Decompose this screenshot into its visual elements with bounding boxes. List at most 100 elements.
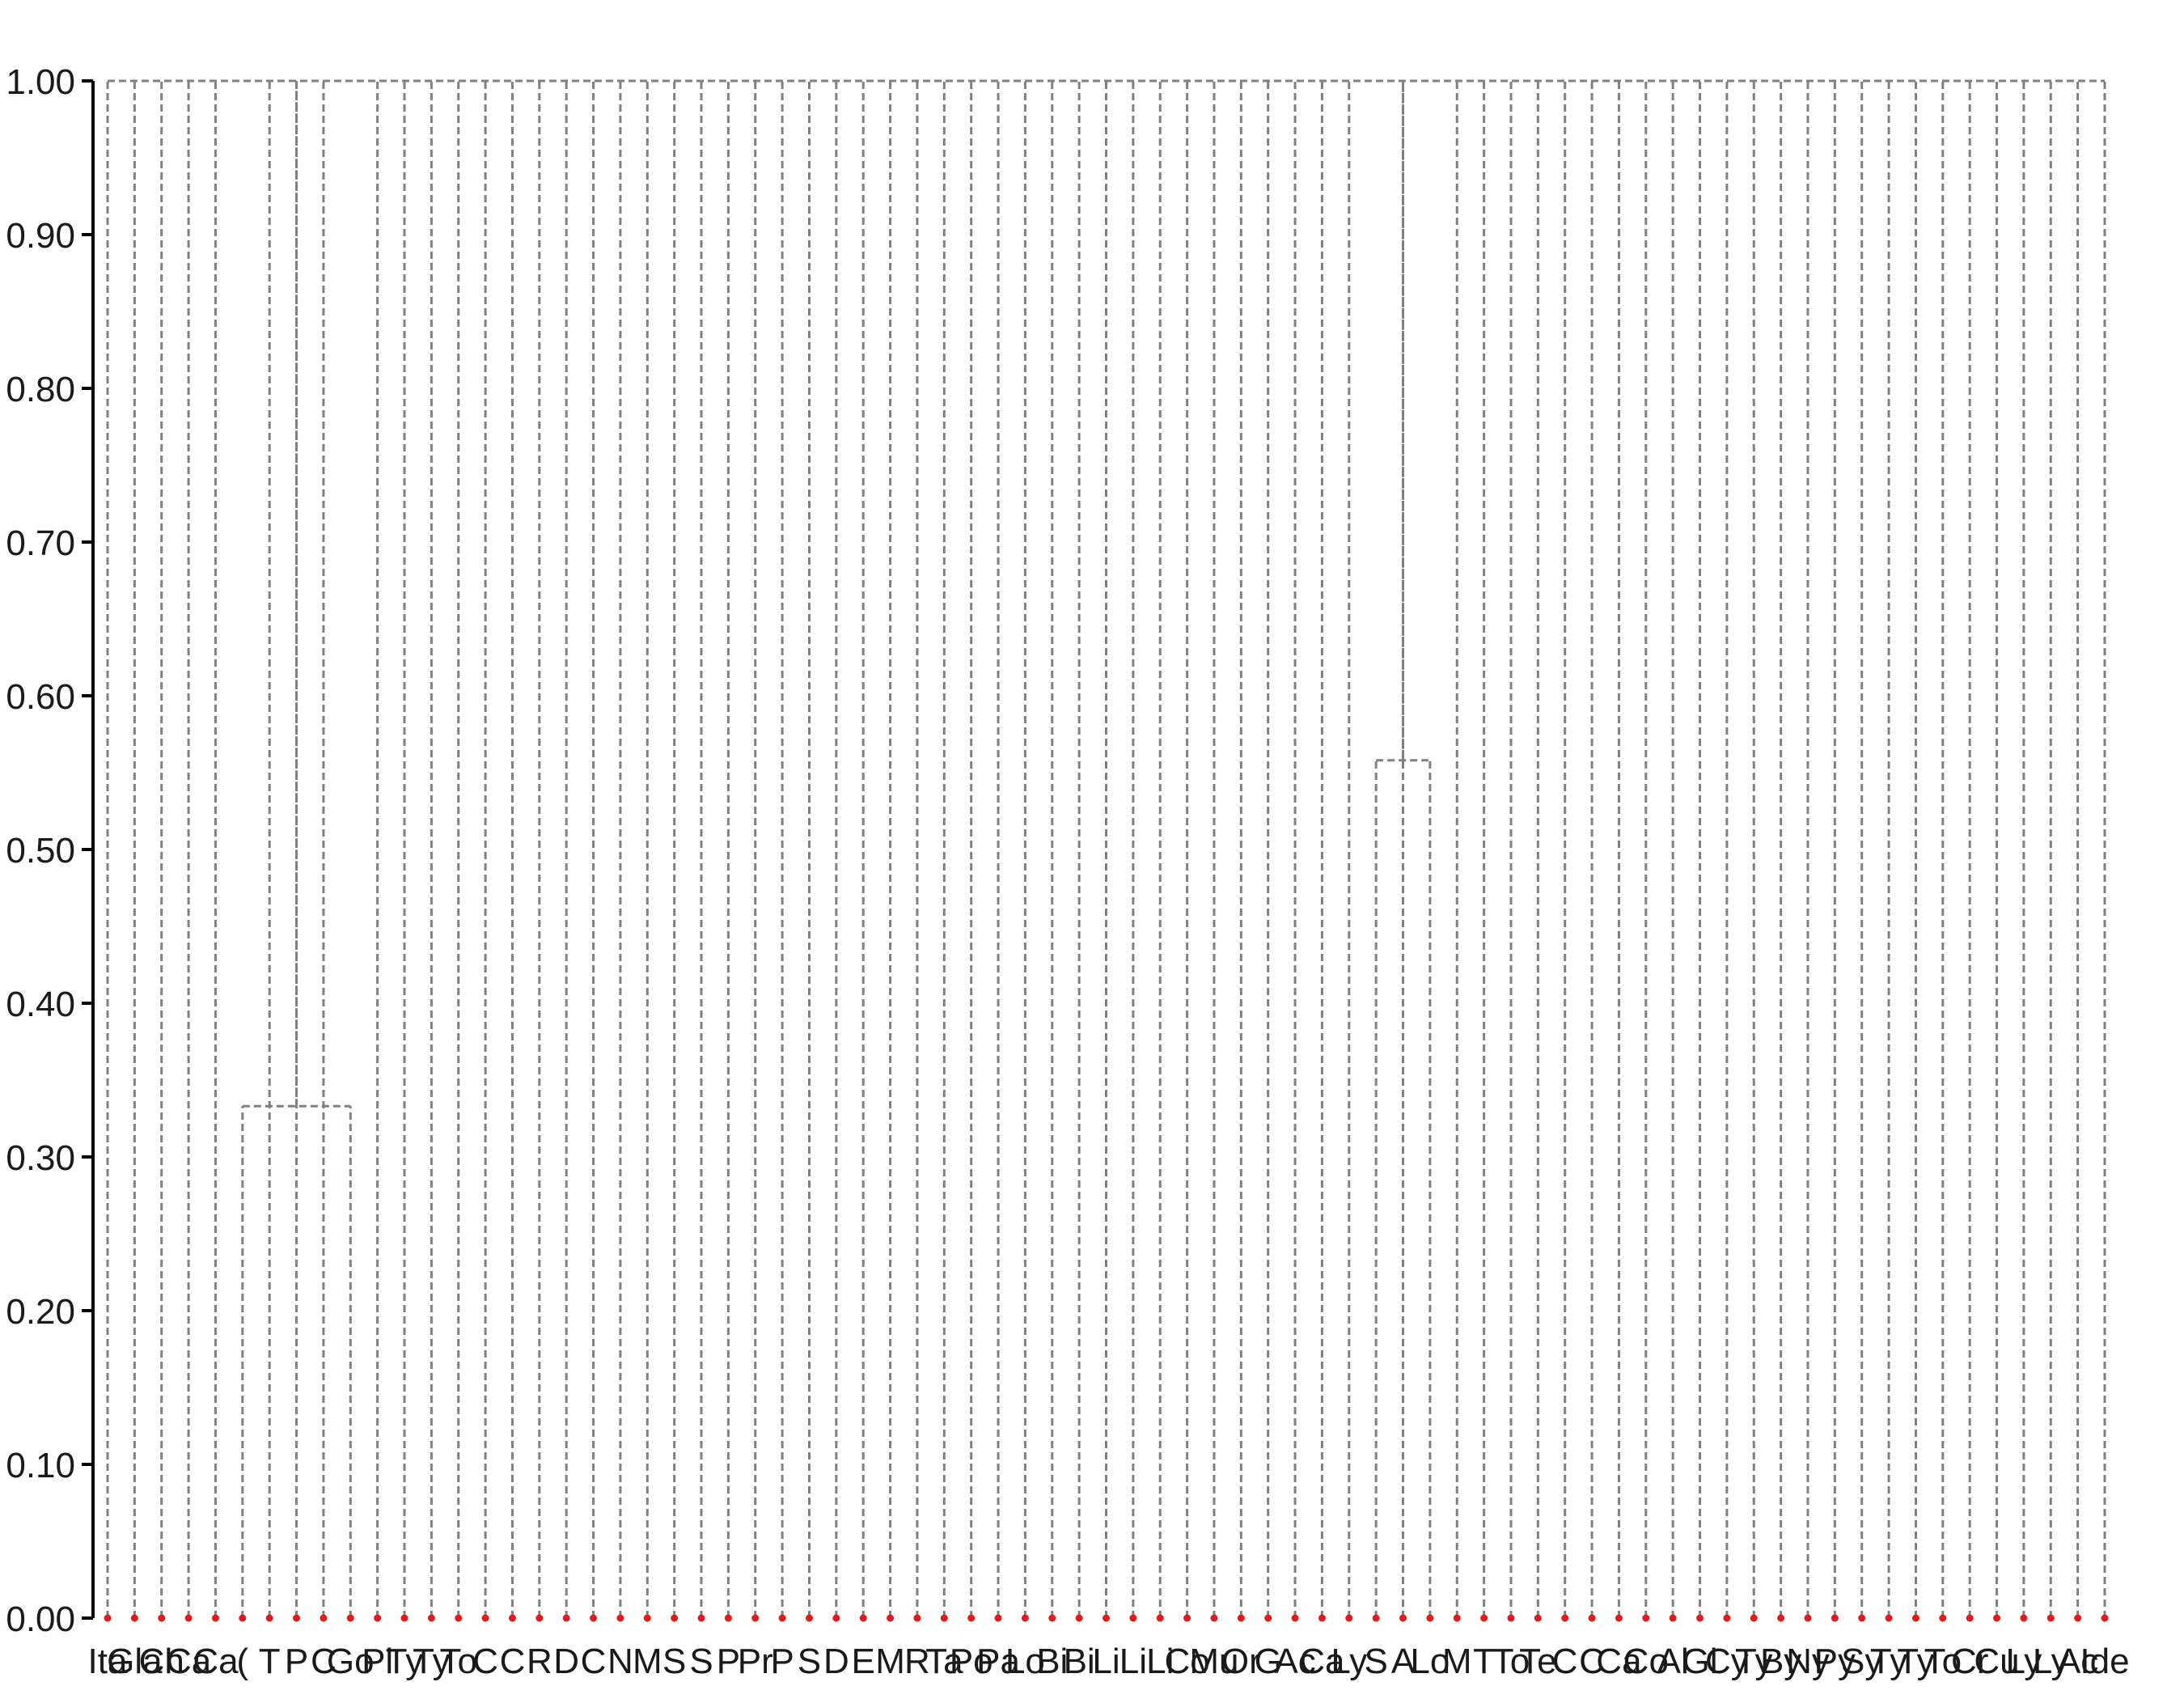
leaf-label: C: [581, 1642, 607, 1681]
leaf-marker: [2020, 1614, 2028, 1622]
y-tick-label: 0.80: [6, 370, 75, 409]
leaf-marker: [1615, 1614, 1623, 1622]
leaf-label: Pr: [738, 1642, 773, 1681]
leaf-marker: [374, 1614, 382, 1622]
leaf-marker: [616, 1614, 624, 1622]
leaf-label: Gl: [1682, 1642, 1718, 1681]
leaf-marker: [1885, 1614, 1893, 1622]
leaf-label: R: [904, 1642, 930, 1681]
leaf-marker: [643, 1614, 651, 1622]
leaf-marker: [1939, 1614, 1947, 1622]
leaf-label: Ca: [1299, 1642, 1345, 1681]
y-tick-label: 0.20: [6, 1292, 75, 1332]
leaf-label: Ny: [1786, 1642, 1830, 1681]
leaf-label: Mu: [1189, 1642, 1238, 1681]
leaf-label: Li: [1120, 1642, 1147, 1681]
leaf-label: Ly: [2005, 1642, 2042, 1681]
leaf-marker: [346, 1614, 354, 1622]
leaf-label: C: [1552, 1642, 1578, 1681]
leaf-label: E: [852, 1642, 875, 1681]
leaf-label: Ca: [166, 1642, 212, 1681]
leaf-label: Ly: [2033, 1642, 2069, 1681]
leaf-marker: [481, 1614, 489, 1622]
leaf-label: C: [311, 1642, 336, 1681]
y-tick-label: 0.40: [6, 985, 75, 1024]
leaf-label: Li: [1092, 1642, 1120, 1681]
leaf-label: S: [662, 1642, 686, 1681]
leaf-marker: [158, 1614, 166, 1622]
leaf-marker: [913, 1614, 921, 1622]
leaf-label: Ty: [1870, 1642, 1907, 1681]
leaf-marker: [1075, 1614, 1083, 1622]
leaf-marker: [1669, 1614, 1677, 1622]
leaf-marker: [508, 1614, 516, 1622]
leaf-label: N: [607, 1642, 633, 1681]
leaf-label: M: [1442, 1642, 1472, 1681]
leaf-label: C: [1579, 1642, 1605, 1681]
leaf-marker: [293, 1614, 301, 1622]
leaf-marker: [2101, 1614, 2109, 1622]
leaf-marker: [1858, 1614, 1866, 1622]
leaf-marker: [1993, 1614, 2001, 1622]
leaf-marker: [1210, 1614, 1218, 1622]
leaf-marker: [130, 1614, 138, 1622]
leaf-label: D: [553, 1642, 579, 1681]
leaf-marker: [1696, 1614, 1704, 1622]
leaf-marker: [1183, 1614, 1191, 1622]
leaf-marker: [1561, 1614, 1569, 1622]
leaf-marker: [2046, 1614, 2055, 1622]
leaf-marker: [1156, 1614, 1164, 1622]
leaf-label: M: [633, 1642, 662, 1681]
leaf-label: Po: [950, 1642, 993, 1681]
leaf-label: P: [717, 1642, 740, 1681]
leaf-marker: [1453, 1614, 1461, 1622]
leaf-label: Ty: [1735, 1642, 1772, 1681]
leaf-label: T: [259, 1642, 281, 1681]
leaf-marker: [1103, 1614, 1110, 1622]
leaf-marker: [1345, 1614, 1353, 1622]
leaf-label: Ty: [413, 1642, 450, 1681]
leaf-marker: [1399, 1614, 1407, 1622]
leaf-marker: [2074, 1614, 2082, 1622]
leaf-label: Te: [1519, 1642, 1556, 1681]
leaf-label: To: [440, 1642, 477, 1681]
leaf-marker: [994, 1614, 1002, 1622]
leaf-label: Al: [1657, 1642, 1689, 1681]
leaf-marker: [427, 1614, 435, 1622]
leaf-label: Bi: [1064, 1642, 1095, 1681]
leaf-label: Co: [1164, 1642, 1209, 1681]
leaf-marker: [1372, 1614, 1380, 1622]
leaf-label: Ca: [193, 1642, 239, 1681]
leaf-marker: [265, 1614, 273, 1622]
leaf-marker: [1426, 1614, 1434, 1622]
leaf-label: T: [1473, 1642, 1495, 1681]
leaf-marker: [832, 1614, 840, 1622]
leaf-marker: [1048, 1614, 1056, 1622]
leaf-marker: [1723, 1614, 1731, 1622]
leaf-label: Py: [1814, 1642, 1856, 1681]
y-tick-label: 1.00: [6, 62, 75, 102]
leaf-label: To: [1924, 1642, 1962, 1681]
leaf-label: Ca: [1596, 1642, 1642, 1681]
leaf-marker: [724, 1614, 732, 1622]
leaf-marker: [1588, 1614, 1596, 1622]
leaf-label: Bi: [1036, 1642, 1068, 1681]
y-tick-label: 0.30: [6, 1138, 75, 1178]
leaf-label: P: [770, 1642, 794, 1681]
leaf-marker: [751, 1614, 760, 1622]
leaf-marker: [320, 1614, 328, 1622]
leaf-label: Cr: [1951, 1642, 1988, 1681]
leaf-markers: [104, 1614, 2109, 1622]
leaf-label: Or: [1221, 1642, 1261, 1681]
leaf-marker: [1831, 1614, 1839, 1622]
leaf-marker: [1507, 1614, 1515, 1622]
leaf-label: Cu: [1974, 1642, 2019, 1681]
leaf-marker: [1237, 1614, 1245, 1622]
leaf-label: Ita: [88, 1642, 128, 1681]
leaf-marker: [805, 1614, 813, 1622]
leaf-label: S: [798, 1642, 821, 1681]
leaf-marker: [1966, 1614, 1974, 1622]
leaf-label: Ly: [1331, 1642, 1367, 1681]
leaf-label: Gla: [107, 1642, 163, 1681]
